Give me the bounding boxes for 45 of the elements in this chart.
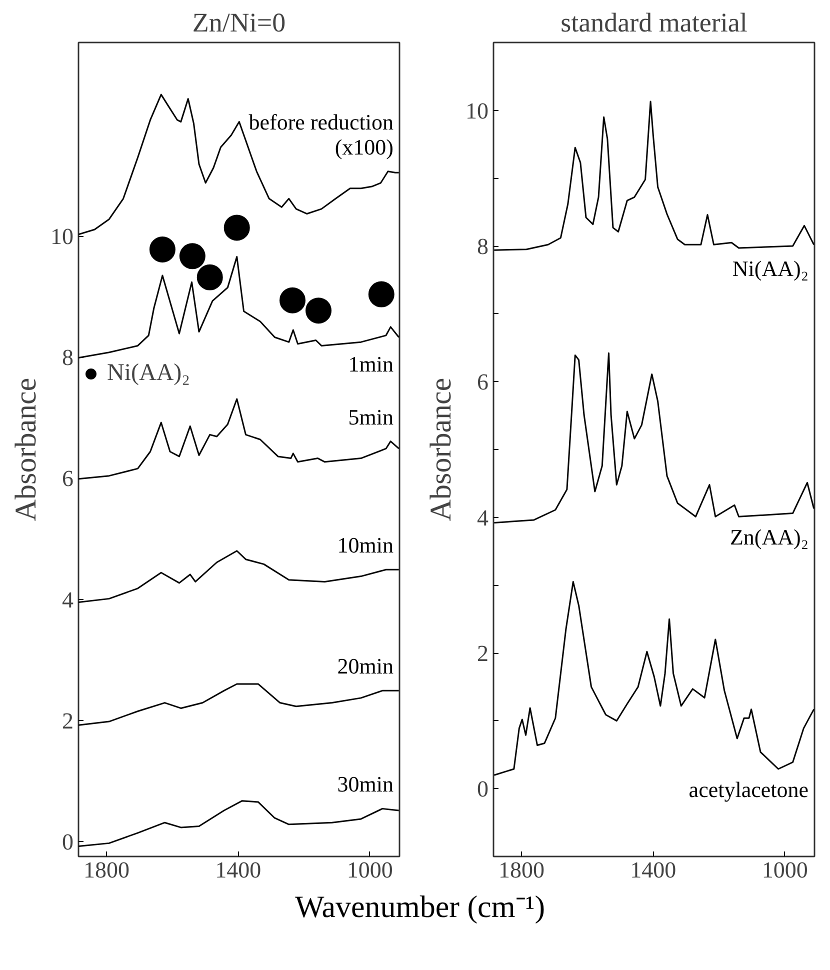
point (196, 264, 223, 290)
x-tick-label: 1000 (346, 858, 393, 882)
chart-title: standard material (560, 8, 748, 38)
y-tick-label: 2 (477, 641, 488, 666)
y-tick-label: 2 (62, 708, 74, 734)
chart-title: Zn/Ni=0 (192, 8, 286, 38)
y-tick-label: 8 (62, 345, 74, 370)
x-tick-label: 1000 (762, 858, 808, 882)
y-tick-label: 0 (62, 829, 74, 854)
y-tick-label: 6 (477, 370, 488, 395)
x-tick-label: 1400 (630, 858, 676, 882)
point (280, 287, 306, 314)
point (306, 298, 332, 324)
x-tick-label: 1400 (215, 858, 262, 882)
series-label: acetylacetone (688, 776, 809, 802)
point (179, 243, 206, 270)
line-series (494, 581, 814, 776)
line-series (494, 100, 814, 251)
series-label: 20min (337, 654, 394, 679)
line-series (78, 683, 400, 726)
series-label: 30min (337, 772, 394, 797)
series-label: before reduction (x100) (248, 109, 394, 160)
y-tick-label: 0 (477, 776, 488, 802)
y-axis-title: Absorbance (424, 378, 458, 522)
y-tick-label: 8 (477, 234, 488, 259)
series-label: 10min (337, 532, 394, 558)
y-tick-label: 6 (62, 466, 74, 492)
x-axis-title: Wavenumber (cm⁻¹) (294, 888, 546, 926)
y-tick-label: 10 (50, 224, 74, 250)
y-tick-label: 10 (466, 98, 488, 124)
y-axis-title: Absorbance (10, 378, 42, 522)
series-label: 5min (348, 404, 394, 430)
y-tick-label: 4 (477, 505, 489, 530)
point (224, 214, 250, 241)
x-tick-label: 1800 (498, 858, 544, 882)
legend-label: Ni(AA)₂ (107, 360, 190, 387)
point (149, 236, 176, 262)
y-tick-label: 4 (62, 587, 74, 612)
series-label: Ni(AA)₂ (732, 256, 809, 282)
x-tick-label: 1800 (83, 858, 130, 882)
line-series (494, 352, 814, 524)
point (368, 281, 394, 308)
series-label: Zn(AA)₂ (730, 524, 809, 550)
line-series (78, 800, 400, 847)
series-label: 1min (348, 352, 394, 377)
